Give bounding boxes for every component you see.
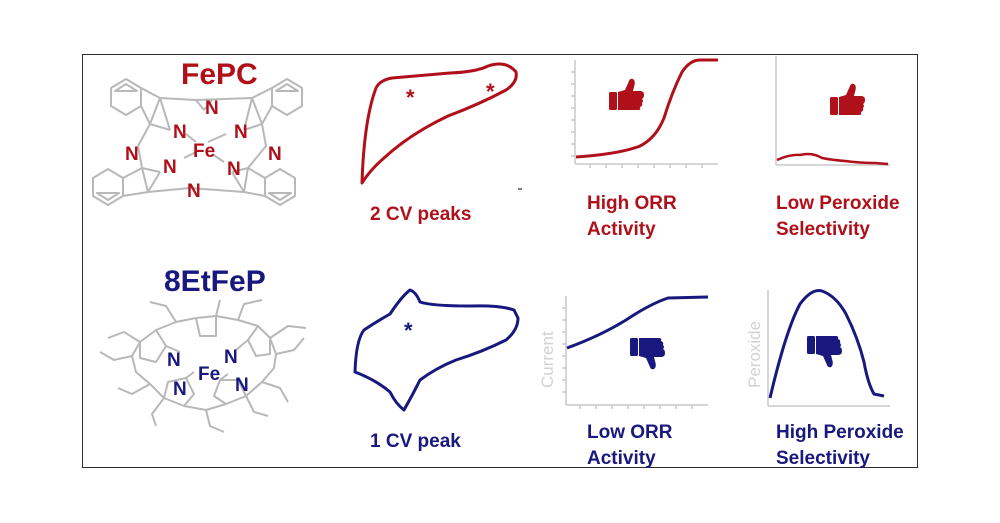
fepc-title: FePC xyxy=(181,58,258,91)
fepc-n-top: N xyxy=(205,98,219,119)
fepc-n-lower-right: N xyxy=(227,159,241,180)
fepc-n-bottom: N xyxy=(187,181,201,202)
etfep-structure: N N Fe N N xyxy=(99,299,307,433)
etfep-fe: Fe xyxy=(198,364,220,385)
fepc-n-left: N xyxy=(125,144,139,165)
fepc-fe: Fe xyxy=(193,141,215,162)
etfep-n-lower-right: N xyxy=(235,375,249,396)
etfep-title: 8EtFeP xyxy=(164,265,266,298)
fepc-n-right: N xyxy=(268,144,282,165)
etfep-bonds xyxy=(99,299,307,433)
fepc-n-upper-left: N xyxy=(173,122,187,143)
etfep-cv-curve xyxy=(353,288,520,412)
current-axis-label: Current xyxy=(538,331,557,388)
etfep-orr-thumbs-down-icon xyxy=(630,338,665,370)
fepc-n-upper-right: N xyxy=(234,122,248,143)
etfep-peroxide-label-line1: High Peroxide xyxy=(776,422,904,443)
fepc-orr-label-line1: High ORR xyxy=(587,193,677,214)
fepc-peroxide-axes xyxy=(775,56,890,166)
etfep-peroxide-label-line2: Selectivity xyxy=(776,448,870,469)
fepc-orr-curve xyxy=(575,58,718,159)
etfep-cv-peak-marker: * xyxy=(404,318,413,343)
etfep-n-upper-right: N xyxy=(224,347,238,368)
fepc-cv-peak-marker-2: * xyxy=(486,79,495,104)
etfep-orr-curve xyxy=(566,295,709,350)
fepc-orr-axes xyxy=(571,60,718,168)
etfep-orr-label-line1: Low ORR xyxy=(587,422,673,443)
fepc-orr-label-line2: Activity xyxy=(587,219,656,240)
fepc-cv-curve xyxy=(360,62,518,185)
figure-frame xyxy=(82,54,918,468)
peroxide-axis-label: Peroxide xyxy=(745,321,764,388)
fepc-structure: N N N N N Fe N N N xyxy=(92,78,303,206)
fepc-bonds xyxy=(92,78,303,206)
etfep-orr-axes xyxy=(562,296,708,409)
etfep-peroxide-axes xyxy=(767,290,890,407)
fepc-peroxide-label-line1: Low Peroxide xyxy=(776,193,900,214)
fepc-peroxide-curve xyxy=(776,152,889,166)
etfep-n-upper-left: N xyxy=(167,350,181,371)
etfep-n-lower-left: N xyxy=(173,379,187,400)
etfep-peroxide-thumbs-down-icon xyxy=(807,336,842,368)
fepc-peroxide-label-line2: Selectivity xyxy=(776,219,870,240)
etfep-orr-label-line2: Activity xyxy=(587,448,656,469)
etfep-peroxide-curve xyxy=(768,289,885,399)
etfep-cv-label: 1 CV peak xyxy=(370,431,461,452)
fepc-cv-label: 2 CV peaks xyxy=(370,204,472,225)
fepc-orr-thumbs-up-icon xyxy=(609,78,644,110)
fepc-cv-peak-marker-1: * xyxy=(406,85,415,110)
fepc-peroxide-thumbs-up-icon xyxy=(830,83,865,115)
fepc-n-lower-left: N xyxy=(163,157,177,178)
